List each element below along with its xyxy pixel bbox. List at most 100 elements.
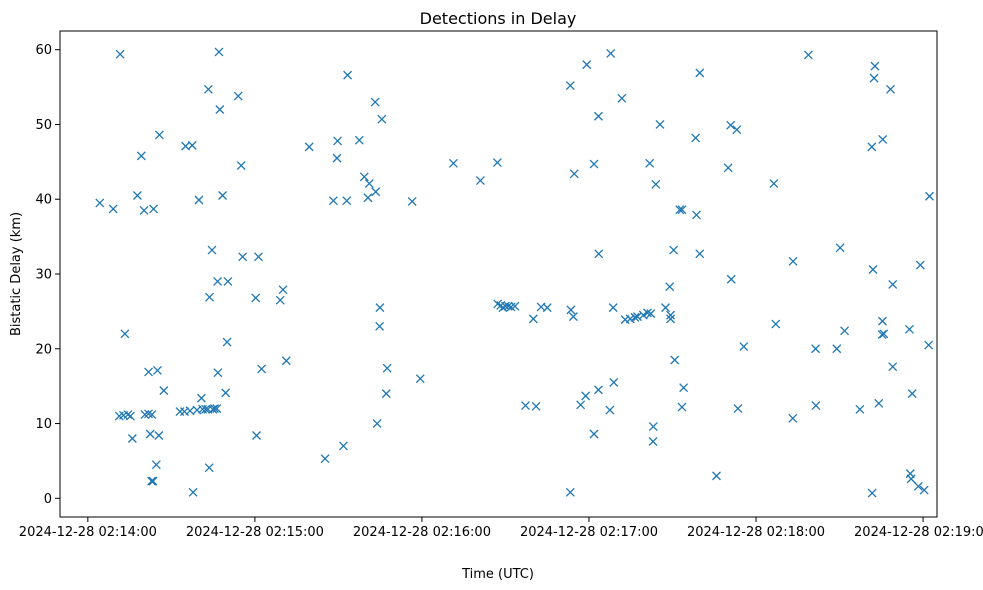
data-point — [904, 324, 914, 334]
data-point — [879, 329, 889, 339]
data-point — [630, 312, 640, 322]
data-point — [605, 405, 615, 415]
data-point — [593, 111, 603, 121]
data-point — [617, 93, 627, 103]
data-point — [723, 163, 733, 173]
data-point — [354, 135, 364, 145]
data-point — [788, 256, 798, 266]
data-point — [194, 195, 204, 205]
x-axis: 2024-12-28 02:14:00 2024-12-28 02:15:00 20… — [19, 517, 983, 540]
data-point — [521, 401, 530, 411]
data-point — [670, 355, 680, 365]
data-point — [332, 153, 342, 163]
data-point — [251, 293, 261, 303]
y-tick-label: 30 — [35, 268, 52, 283]
data-point — [582, 60, 592, 70]
data-point — [677, 205, 687, 215]
data-point — [679, 383, 689, 393]
data-point — [212, 404, 222, 414]
data-point — [907, 389, 917, 399]
data-point — [381, 389, 391, 399]
data-point — [147, 476, 157, 486]
y-tick-label: 10 — [35, 417, 52, 432]
data-point — [609, 377, 619, 387]
data-point — [148, 476, 158, 486]
data-point — [254, 252, 263, 262]
data-point — [201, 404, 211, 414]
data-point — [281, 356, 291, 366]
data-point — [188, 487, 198, 497]
data-point — [238, 252, 248, 262]
x-tick-label: 2024-12-28 02:14:00 — [19, 525, 157, 540]
y-tick-label: 0 — [44, 492, 52, 507]
data-point — [646, 309, 656, 319]
data-point — [359, 172, 369, 182]
data-point — [377, 114, 387, 124]
data-point — [342, 196, 352, 206]
data-point — [338, 441, 348, 451]
data-point — [695, 68, 705, 78]
data-point — [204, 463, 214, 473]
data-point — [448, 158, 458, 168]
data-point — [140, 410, 150, 420]
data-point — [222, 337, 232, 347]
x-tick-label: 2024-12-28 02:15:00 — [186, 525, 324, 540]
data-point — [475, 176, 485, 185]
data-point — [878, 134, 888, 144]
x-tick-label: 2024-12-28 02:18:00 — [687, 525, 825, 540]
data-point — [213, 277, 223, 286]
data-point — [95, 198, 105, 208]
data-point — [874, 398, 884, 408]
data-point — [214, 47, 224, 57]
data-point — [642, 308, 652, 318]
data-point — [803, 50, 813, 60]
data-point — [677, 402, 687, 412]
data-point — [223, 277, 233, 286]
data-point — [632, 312, 642, 322]
data-point — [531, 401, 541, 411]
data-point — [503, 301, 513, 311]
y-tick-label: 40 — [35, 193, 52, 208]
data-point — [375, 303, 385, 313]
y-tick-label: 20 — [35, 342, 52, 357]
data-point — [913, 481, 923, 491]
data-point — [154, 431, 164, 440]
data-point — [144, 367, 153, 377]
data-point — [675, 205, 685, 215]
data-point — [115, 49, 125, 59]
x-tick-label: 2024-12-28 02:19:00 — [854, 525, 983, 540]
data-point — [840, 326, 850, 336]
plot-frame — [59, 30, 938, 518]
data-point — [771, 319, 781, 329]
data-point — [869, 73, 879, 83]
data-point — [372, 419, 382, 428]
data-point — [666, 314, 676, 324]
data-point — [196, 393, 206, 403]
data-point — [925, 191, 934, 201]
data-point — [886, 84, 895, 94]
data-point — [120, 329, 130, 339]
data-point — [215, 105, 225, 114]
data-point — [154, 130, 164, 140]
data-point — [589, 159, 599, 169]
data-point — [888, 280, 898, 289]
data-point — [152, 365, 162, 375]
data-point — [363, 193, 373, 203]
data-point — [207, 245, 217, 255]
data-point — [919, 485, 929, 495]
data-point — [648, 422, 658, 431]
chart-title: Detections in Delay — [420, 9, 577, 28]
data-point — [159, 386, 169, 396]
data-point — [144, 409, 153, 419]
data-point — [924, 340, 934, 350]
data-point — [832, 344, 842, 354]
data-point — [203, 84, 213, 94]
data-point — [510, 301, 520, 311]
data-point — [371, 187, 381, 197]
plot-area: 2024-12-28 02:14:00 2024-12-28 02:15:00 20… — [19, 30, 983, 540]
data-point — [407, 197, 417, 206]
data-point — [589, 429, 599, 439]
plot-background — [60, 31, 937, 517]
data-point — [888, 362, 898, 372]
